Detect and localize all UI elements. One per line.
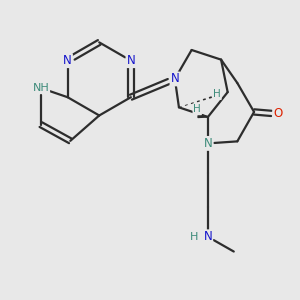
Text: H: H (213, 89, 221, 99)
Text: H: H (190, 232, 199, 242)
Text: NH: NH (32, 83, 49, 93)
Text: O: O (273, 107, 283, 121)
Text: N: N (127, 54, 135, 67)
Text: N: N (203, 230, 212, 243)
Text: N: N (203, 137, 212, 150)
Text: N: N (63, 54, 72, 67)
Text: N: N (170, 72, 179, 86)
Text: H: H (193, 104, 201, 114)
Polygon shape (198, 113, 208, 118)
